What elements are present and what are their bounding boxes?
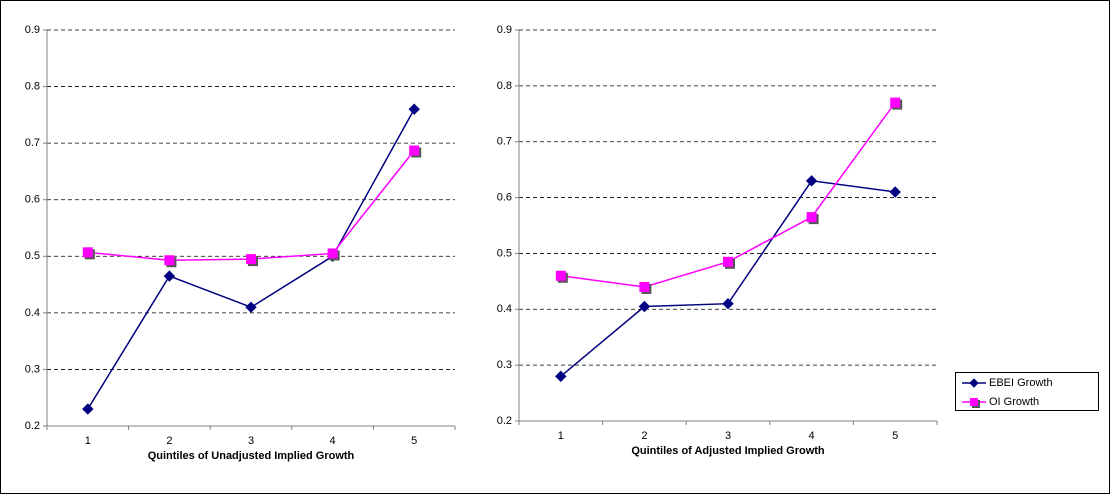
y-tick-label: 0.7	[497, 136, 512, 148]
y-tick-label: 0.6	[25, 194, 40, 206]
y-tick-label: 0.3	[25, 363, 40, 375]
x-tick-label: 2	[166, 435, 172, 447]
legend-label: EBEI Growth	[989, 377, 1053, 389]
x-tick-label: 5	[892, 430, 898, 442]
y-tick-label: 0.9	[25, 24, 40, 36]
marker	[82, 247, 93, 258]
y-tick-label: 0.6	[497, 191, 512, 203]
x-tick-label: 5	[411, 435, 417, 447]
marker	[555, 370, 567, 383]
marker	[805, 175, 818, 187]
marker	[246, 254, 256, 265]
y-tick-label: 0.2	[497, 415, 512, 427]
y-tick-label: 0.3	[497, 359, 512, 371]
marker	[82, 403, 94, 415]
y-tick-label: 0.5	[25, 250, 40, 262]
marker	[638, 300, 651, 313]
marker	[806, 212, 817, 223]
x-tick-label: 3	[248, 435, 254, 447]
y-tick-label: 0.4	[25, 307, 40, 319]
x-axis-label: Quintiles of Adjusted Implied Growth	[631, 445, 825, 457]
marker	[889, 186, 901, 198]
x-tick-label: 4	[330, 435, 336, 447]
marker	[409, 145, 420, 156]
x-tick-label: 4	[809, 430, 815, 442]
marker	[639, 281, 650, 292]
marker	[723, 256, 733, 267]
marker	[890, 97, 901, 108]
marker	[245, 301, 257, 313]
marker	[163, 270, 176, 282]
x-axis-label: Quintiles of Unadjusted Implied Growth	[148, 450, 355, 462]
y-tick-label: 0.9	[497, 24, 512, 36]
marker	[970, 398, 978, 406]
y-tick-label: 0.8	[25, 80, 40, 92]
y-tick-label: 0.8	[497, 80, 512, 92]
y-tick-label: 0.5	[497, 247, 512, 259]
x-tick-label: 1	[558, 430, 564, 442]
x-tick-label: 2	[641, 430, 647, 442]
marker	[722, 297, 734, 310]
x-tick-label: 3	[725, 430, 731, 442]
marker	[327, 248, 338, 259]
y-tick-label: 0.7	[25, 137, 40, 149]
marker	[408, 103, 420, 115]
legend-label: OI Growth	[989, 396, 1039, 408]
y-tick-label: 0.2	[25, 420, 40, 432]
marker	[555, 270, 566, 281]
y-tick-label: 0.4	[497, 303, 512, 315]
marker	[969, 378, 979, 388]
x-tick-label: 1	[85, 435, 91, 447]
marker	[164, 255, 175, 266]
